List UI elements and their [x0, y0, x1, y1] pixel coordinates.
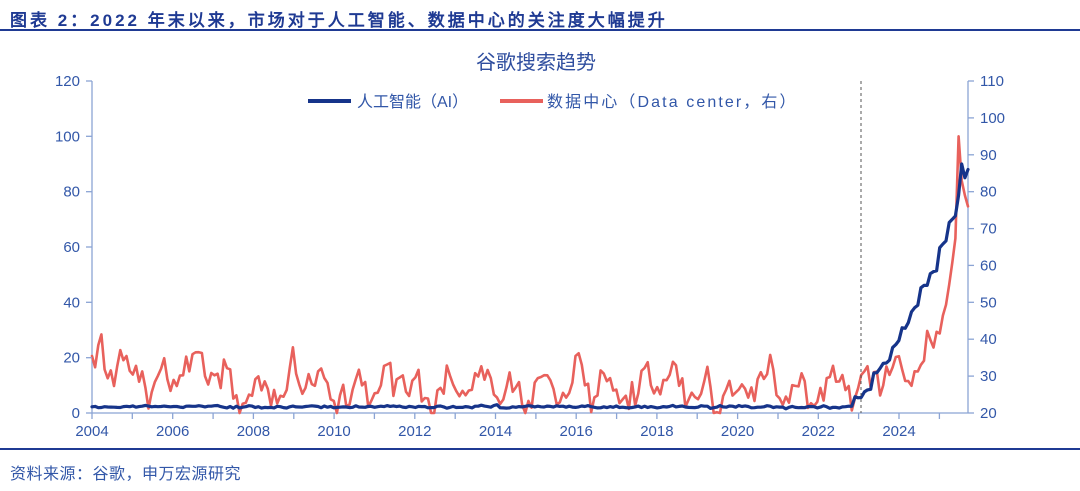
svg-text:50: 50 — [980, 294, 997, 311]
svg-text:80: 80 — [980, 184, 997, 201]
svg-text:2012: 2012 — [398, 423, 431, 440]
svg-text:2020: 2020 — [721, 423, 754, 440]
svg-text:100: 100 — [980, 110, 1005, 127]
svg-text:30: 30 — [980, 368, 997, 385]
svg-text:2010: 2010 — [317, 423, 350, 440]
svg-text:40: 40 — [63, 294, 80, 311]
svg-text:2006: 2006 — [156, 423, 189, 440]
svg-text:90: 90 — [980, 147, 997, 164]
svg-text:60: 60 — [63, 239, 80, 256]
svg-text:谷歌搜索趋势: 谷歌搜索趋势 — [476, 51, 596, 74]
svg-text:20: 20 — [980, 405, 997, 422]
svg-text:0: 0 — [72, 405, 80, 422]
svg-text:2016: 2016 — [560, 423, 593, 440]
svg-text:数据中心（Data center，右）: 数据中心（Data center，右） — [547, 93, 798, 111]
svg-text:2014: 2014 — [479, 423, 512, 440]
svg-text:120: 120 — [55, 73, 80, 90]
svg-text:人工智能（AI）: 人工智能（AI） — [357, 93, 468, 111]
svg-text:40: 40 — [980, 331, 997, 348]
svg-text:2024: 2024 — [882, 423, 915, 440]
svg-text:20: 20 — [63, 350, 80, 367]
svg-text:60: 60 — [980, 257, 997, 274]
svg-text:70: 70 — [980, 221, 997, 238]
svg-text:80: 80 — [63, 184, 80, 201]
svg-text:110: 110 — [980, 73, 1004, 90]
svg-text:2018: 2018 — [640, 423, 673, 440]
svg-text:2022: 2022 — [802, 423, 835, 440]
svg-text:100: 100 — [55, 128, 80, 145]
svg-text:2008: 2008 — [237, 423, 270, 440]
svg-text:2004: 2004 — [75, 423, 108, 440]
